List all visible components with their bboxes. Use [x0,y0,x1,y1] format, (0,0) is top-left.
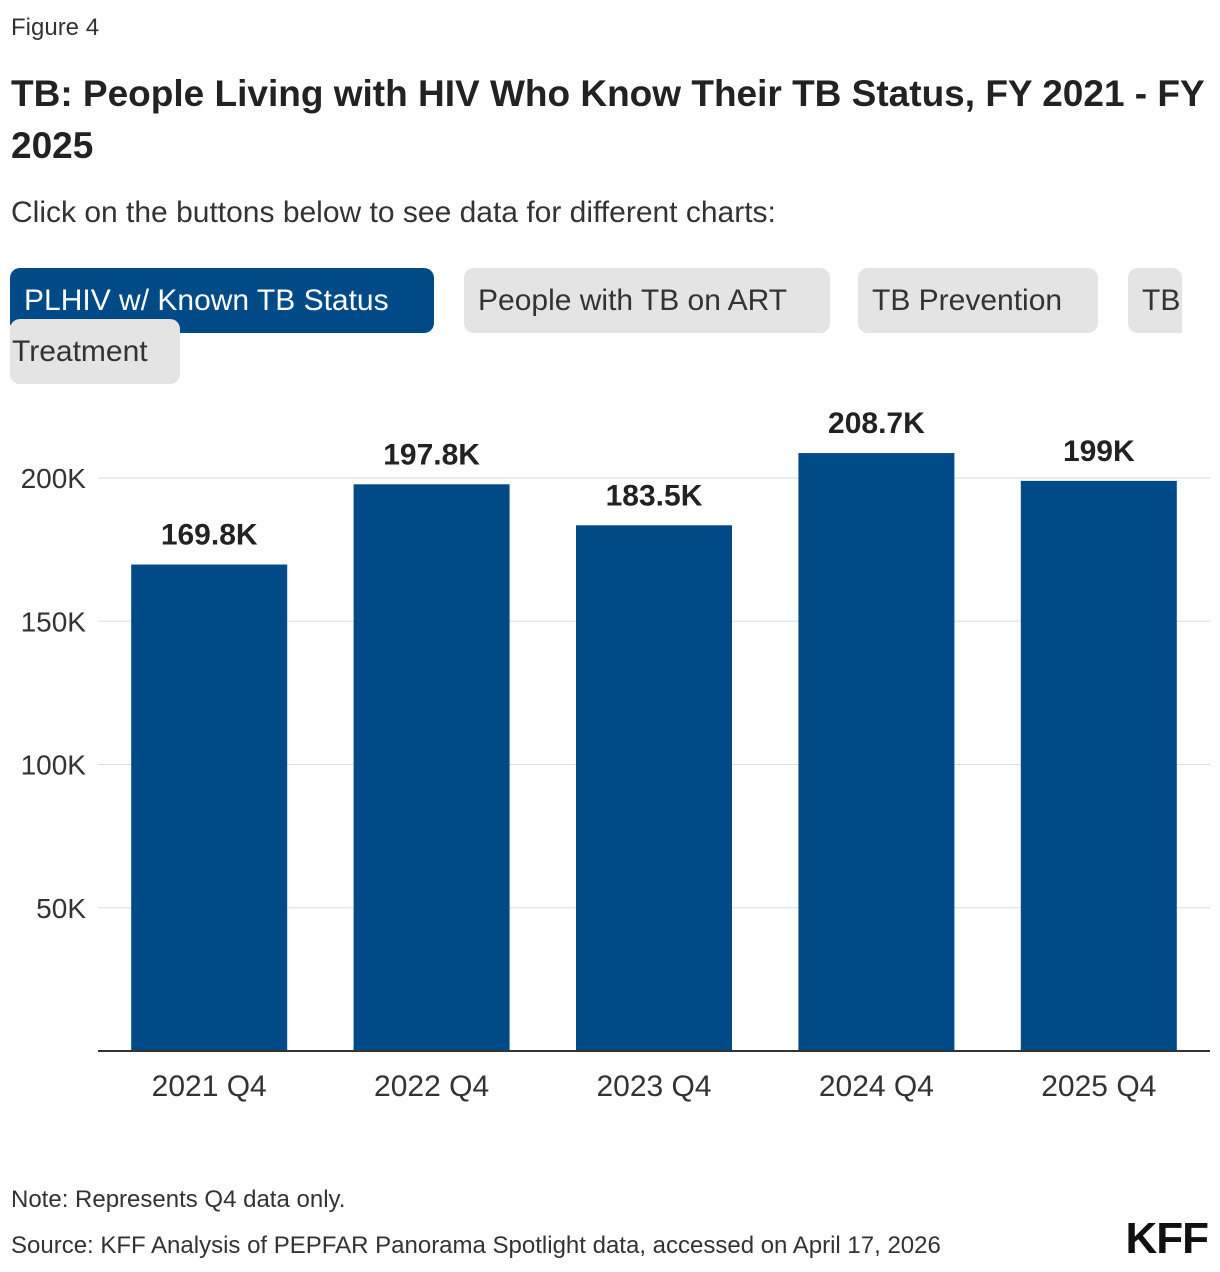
bars [131,453,1177,1052]
data-label: 183.5K [606,479,703,512]
y-tick-label: 200K [21,463,87,494]
y-axis-labels: 50K 100K 150K 200K [21,463,87,924]
button-tb-treatment[interactable]: TB [1128,268,1182,333]
bar[interactable] [353,484,510,1052]
data-label: 199K [1063,435,1135,468]
button-people-with-tb-on-art[interactable]: People with TB on ART [464,268,830,333]
y-tick-label: 150K [21,606,87,637]
x-category-label: 2024 Q4 [819,1070,934,1103]
data-labels: 169.8K 197.8K 183.5K 208.7K 199K [161,407,1135,551]
chart-subtitle: Click on the buttons below to see data f… [11,196,776,229]
note-text: Note: Represents Q4 data only. [11,1186,346,1213]
data-label: 208.7K [828,407,925,440]
data-label: 197.8K [383,438,480,471]
bar[interactable] [131,564,288,1051]
figure-label: Figure 4 [11,14,100,41]
source-text: Source: KFF Analysis of PEPFAR Panorama … [11,1232,941,1259]
bar[interactable] [1020,480,1177,1051]
chart-title: TB: People Living with HIV Who Know Thei… [11,73,1205,166]
bar-chart: 50K 100K 150K 200K 169.8K 197.8K 183.5K 208.7K… [21,407,1210,1103]
bar[interactable] [798,453,955,1052]
y-tick-label: 50K [36,893,86,924]
x-axis-labels: 2021 Q4 2022 Q4 2023 Q4 2024 Q4 2025 Q4 [152,1070,1157,1103]
y-tick-label: 100K [21,750,87,781]
x-category-label: 2022 Q4 [374,1070,489,1103]
x-category-label: 2021 Q4 [152,1070,267,1103]
kff-logo[interactable]: KFF [1125,1214,1209,1263]
button-tb-prevention[interactable]: TB Prevention [858,268,1098,333]
bar[interactable] [576,525,732,1051]
x-category-label: 2025 Q4 [1041,1070,1156,1103]
x-category-label: 2023 Q4 [596,1070,711,1103]
data-label: 169.8K [161,519,258,552]
button-tb-treatment-continued[interactable]: Treatment [10,319,180,384]
